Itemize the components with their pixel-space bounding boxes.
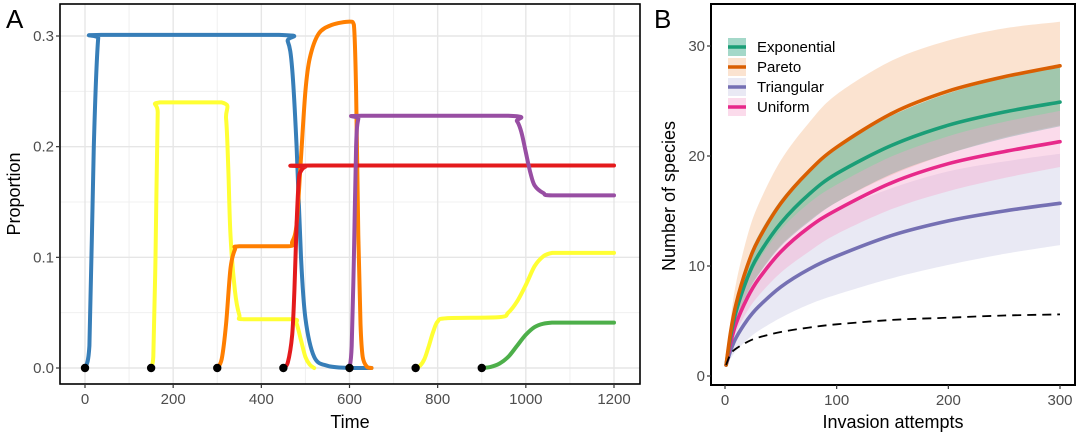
panel-b-x-axis-title: Invasion attempts <box>822 412 963 432</box>
confidence-band-triangular <box>726 153 1060 365</box>
panel-b: B 0 100 200 300 0 10 20 30 Exponential Pareto Tr… <box>654 3 1076 432</box>
panel-b-reference-line <box>725 313 1061 366</box>
x-tick-label: 200 <box>161 391 186 408</box>
confidence-band-pareto <box>726 21 1060 366</box>
invasion-point <box>477 363 486 373</box>
y-tick-label: 0.2 <box>33 139 54 156</box>
x-tick-label: 600 <box>337 391 362 408</box>
y-tick-label: 0 <box>697 368 705 385</box>
y-tick-label: 20 <box>688 148 705 165</box>
legend-label-pareto: Pareto <box>757 59 801 76</box>
legend-label-uniform: Uniform <box>757 99 810 116</box>
reference-line-dashed <box>725 313 1061 366</box>
y-tick-label: 10 <box>688 258 705 275</box>
panel-b-y-ticks: 0 10 20 30 <box>688 38 711 385</box>
panel-label-a: A <box>6 4 24 34</box>
panel-b-confidence-bands <box>726 21 1060 366</box>
invasion-point <box>345 363 354 373</box>
y-tick-label: 30 <box>688 38 705 55</box>
x-tick-label: 1200 <box>597 391 630 408</box>
y-tick-label: 0.0 <box>33 360 54 377</box>
series-line-species-7 <box>479 320 616 370</box>
confidence-band-exponential <box>726 65 1060 366</box>
series-line-pareto <box>724 64 1062 367</box>
panel-label-b: B <box>654 4 671 34</box>
panel-a-x-ticks: 0 200 400 600 800 1000 1200 <box>81 384 631 408</box>
series-line-species-2 <box>149 100 317 370</box>
panel-b-x-ticks: 0 100 200 300 <box>721 385 1073 409</box>
x-tick-label: 0 <box>81 391 89 408</box>
panel-a-invasion-points <box>80 363 486 373</box>
series-line-uniform <box>724 139 1062 367</box>
invasion-point <box>80 363 90 373</box>
y-tick-label: 0.3 <box>33 28 54 45</box>
x-tick-label: 800 <box>425 391 450 408</box>
panel-a-x-axis-title: Time <box>330 412 369 432</box>
panel-b-series <box>724 64 1062 367</box>
y-tick-label: 0.1 <box>33 249 54 266</box>
confidence-band-uniform <box>726 110 1060 366</box>
x-tick-label: 200 <box>936 392 961 409</box>
x-tick-label: 100 <box>824 392 849 409</box>
series-line-species-1 <box>83 32 374 370</box>
panel-a: A 0 200 400 600 800 1000 1200 0.0 0.1 0.2 0.3 Tim… <box>4 3 641 432</box>
series-line-triangular <box>724 201 1062 367</box>
panel-b-frame <box>710 3 1076 386</box>
x-tick-label: 0 <box>721 392 729 409</box>
invasion-point <box>411 363 420 373</box>
legend-label-exponential: Exponential <box>757 39 835 56</box>
x-tick-label: 1000 <box>509 391 542 408</box>
invasion-point <box>213 363 222 373</box>
panel-b-legend: Exponential Pareto Triangular Uniform <box>728 38 835 116</box>
panel-a-series <box>83 19 616 370</box>
x-tick-label: 400 <box>249 391 274 408</box>
invasion-point <box>146 363 156 373</box>
x-tick-label: 300 <box>1047 392 1072 409</box>
series-line-species-4 <box>281 163 616 370</box>
panel-a-y-axis-title: Proportion <box>4 152 24 235</box>
legend-label-triangular: Triangular <box>757 79 824 96</box>
series-line-species-3 <box>215 19 374 370</box>
panel-a-y-ticks: 0.0 0.1 0.2 0.3 <box>33 28 60 377</box>
series-line-species-5 <box>347 113 616 370</box>
invasion-point <box>279 363 288 373</box>
panel-b-y-axis-title: Number of species <box>659 121 679 271</box>
series-line-species-6 <box>413 250 616 370</box>
